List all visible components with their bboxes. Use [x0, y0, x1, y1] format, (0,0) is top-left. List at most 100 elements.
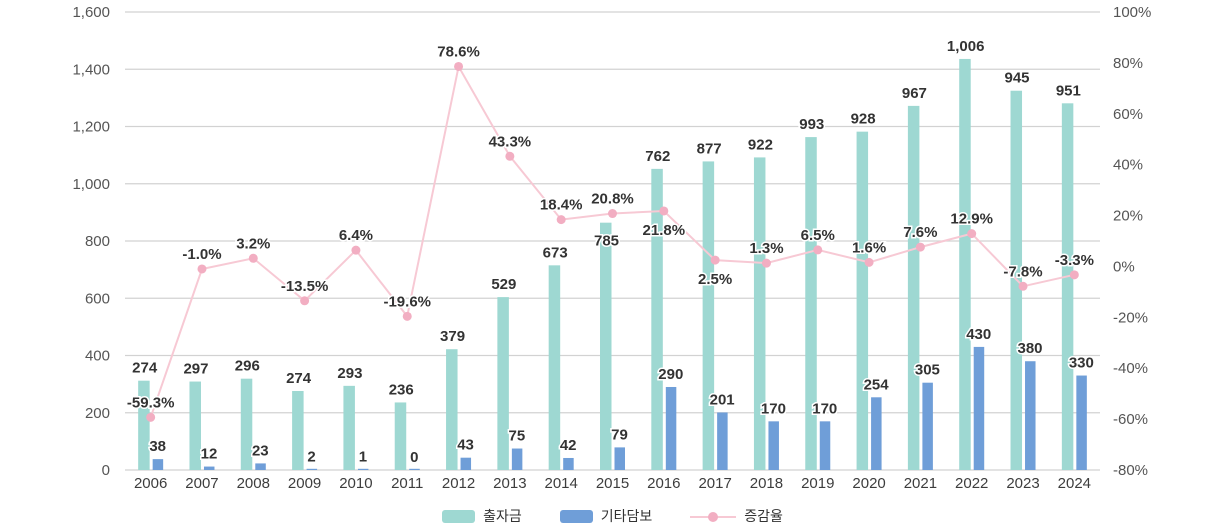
gitadambo-bar[interactable]: [203, 466, 215, 470]
line-point[interactable]: [454, 61, 464, 71]
gitadambo-bar[interactable]: [152, 459, 164, 470]
jeunggamyul-value-label: -19.6%: [383, 293, 431, 310]
year-label: 2018: [750, 475, 783, 492]
jeunggamyul-value-label: 3.2%: [236, 235, 270, 252]
chuljagum-bar[interactable]: [138, 380, 150, 470]
line-point[interactable]: [967, 229, 977, 239]
left-axis-tick-label: 400: [85, 348, 110, 365]
chuljagum-value-label: 762: [645, 148, 670, 165]
chuljagum-bar[interactable]: [343, 385, 355, 470]
right-axis-tick-label: 100%: [1113, 4, 1151, 21]
chuljagum-value-label: 379: [440, 328, 465, 345]
gitadambo-value-label: 380: [1018, 340, 1043, 357]
gitadambo-bar[interactable]: [922, 382, 933, 470]
jeunggamyul-value-label: 21.8%: [643, 222, 686, 239]
line-point[interactable]: [659, 206, 669, 216]
gitadambo-bar[interactable]: [460, 457, 472, 470]
right-axis-tick-label: 20%: [1113, 208, 1143, 225]
gitadambo-bar[interactable]: [973, 346, 985, 470]
legend-item-jeunggamyul[interactable]: 증감율: [690, 506, 783, 526]
gitadambo-value-label: 330: [1069, 355, 1094, 372]
line-point[interactable]: [1018, 281, 1028, 291]
gitadambo-bar[interactable]: [768, 421, 779, 470]
chart-legend: 출자금 기타담보 증감율: [125, 506, 1100, 526]
chuljagum-bar[interactable]: [1061, 103, 1074, 470]
gitadambo-bar[interactable]: [306, 468, 318, 470]
chuljagum-bar[interactable]: [651, 168, 663, 471]
gitadambo-value-label: 170: [812, 400, 837, 417]
chuljagum-value-label: 877: [697, 140, 722, 157]
gitadambo-bar[interactable]: [563, 457, 574, 470]
legend-label: 기타담보: [600, 508, 653, 524]
gitadambo-bar[interactable]: [819, 421, 831, 470]
chuljagum-value-label: 274: [286, 370, 312, 387]
gitadambo-bar[interactable]: [665, 386, 677, 470]
year-label: 2011: [391, 475, 423, 492]
legend-item-chuljagum[interactable]: 출자금: [442, 506, 522, 526]
chuljagum-bar[interactable]: [240, 378, 253, 470]
year-label: 2013: [493, 475, 526, 492]
gitadambo-bar[interactable]: [409, 468, 420, 470]
gitadambo-bar[interactable]: [614, 447, 626, 470]
chuljagum-bar[interactable]: [189, 381, 201, 470]
jeunggamyul-value-label: 78.6%: [437, 43, 480, 60]
chuljagum-bar[interactable]: [959, 58, 971, 470]
line-point[interactable]: [146, 412, 156, 422]
chuljagum-bar[interactable]: [548, 265, 561, 470]
chuljagum-bar[interactable]: [856, 131, 869, 470]
year-label: 2023: [1006, 475, 1039, 492]
line-point[interactable]: [761, 258, 771, 268]
left-axis-tick-label: 1,600: [72, 4, 110, 21]
gitadambo-bar[interactable]: [255, 463, 266, 470]
year-label: 2014: [544, 475, 577, 492]
chuljagum-bar[interactable]: [702, 161, 715, 471]
chuljagum-value-label: 293: [337, 365, 362, 382]
chuljagum-value-label: 296: [235, 358, 260, 375]
line-point[interactable]: [556, 215, 566, 225]
line-point[interactable]: [197, 264, 207, 274]
gitadambo-value-label: 1: [359, 449, 367, 466]
gitadambo-value-label: 0: [410, 449, 418, 466]
gitadambo-bar[interactable]: [1076, 375, 1087, 470]
line-point[interactable]: [351, 245, 361, 255]
jeunggamyul-value-label: 2.5%: [698, 271, 732, 288]
chuljagum-bar[interactable]: [446, 349, 458, 470]
gitadambo-bar[interactable]: [357, 468, 369, 470]
line-point[interactable]: [1069, 270, 1079, 280]
jeunggamyul-value-label: -7.8%: [1003, 263, 1042, 280]
gitadambo-bar[interactable]: [511, 448, 523, 470]
line-point[interactable]: [402, 311, 412, 321]
jeunggamyul-value-label: 20.8%: [591, 191, 634, 208]
chuljagum-bar[interactable]: [805, 137, 817, 470]
line-point[interactable]: [915, 242, 925, 252]
line-point[interactable]: [864, 257, 874, 267]
gitadambo-bar[interactable]: [871, 397, 882, 470]
chuljagum-bar[interactable]: [753, 157, 766, 471]
pink-line-swatch-icon: [690, 510, 737, 523]
line-point[interactable]: [505, 151, 515, 161]
line-point[interactable]: [710, 255, 720, 265]
chuljagum-bar[interactable]: [394, 402, 407, 470]
line-point[interactable]: [813, 245, 823, 255]
gitadambo-bar[interactable]: [717, 412, 728, 470]
left-axis-tick-label: 600: [85, 290, 110, 307]
year-label: 2024: [1058, 475, 1091, 492]
chuljagum-value-label: 529: [491, 276, 516, 293]
line-point[interactable]: [608, 209, 617, 219]
chuljagum-bar[interactable]: [292, 390, 304, 470]
year-label: 2021: [904, 475, 937, 492]
chuljagum-bar[interactable]: [907, 105, 920, 470]
chuljagum-bar[interactable]: [600, 222, 612, 470]
line-point[interactable]: [248, 253, 258, 263]
chuljagum-value-label: 236: [389, 381, 414, 398]
year-label: 2020: [852, 475, 885, 492]
legend-item-gitadambo[interactable]: 기타담보: [559, 506, 653, 526]
gitadambo-bar[interactable]: [1025, 361, 1036, 470]
year-label: 2006: [134, 475, 167, 492]
year-label: 2019: [801, 475, 834, 492]
gitadambo-value-label: 12: [201, 446, 218, 463]
chuljagum-bar[interactable]: [497, 297, 509, 470]
line-point[interactable]: [300, 296, 310, 306]
gitadambo-value-label: 42: [560, 437, 577, 454]
right-axis-tick-label: 60%: [1113, 106, 1143, 123]
